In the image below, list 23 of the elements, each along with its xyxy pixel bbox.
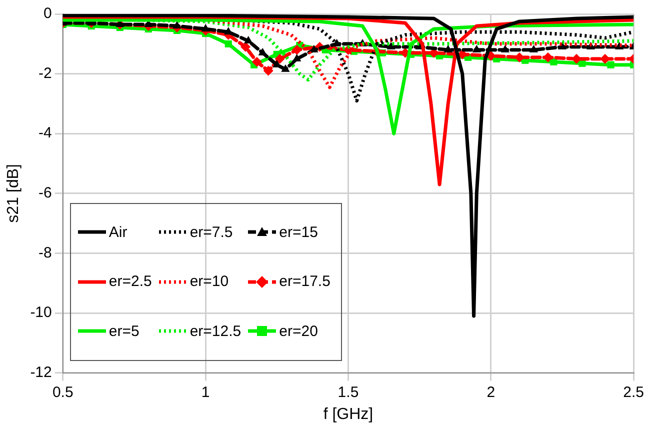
y-axis-title: s21 [dB] [5,164,22,223]
x-tick-label: 0.5 [52,384,74,401]
legend-label: Air [108,224,128,241]
y-tick-label: -6 [38,184,52,202]
x-tick-label: 1 [201,384,210,401]
x-tick-label: 2 [486,384,496,401]
legend-label: er=17.5 [279,273,330,290]
y-tick-label: -10 [30,304,52,322]
legend-label: er=7.5 [190,224,233,241]
legend-label: er=12.5 [190,322,242,340]
y-tick-label: -2 [38,64,52,82]
y-tick-label: -4 [38,124,52,142]
x-axis-title: f [GHz] [323,406,374,423]
legend-label: er=15 [279,224,318,241]
y-tick-label: -12 [30,364,52,381]
legend-label: er=2.5 [108,273,152,290]
legend-label: er=20 [279,322,318,340]
legend-label: er=10 [190,273,229,290]
x-tick-label: 1.5 [338,384,359,401]
x-tick-label: 2.5 [623,384,644,401]
legend-label: er=5 [108,322,140,340]
y-tick-label: 0 [44,5,52,22]
y-tick-label: -8 [38,244,52,262]
